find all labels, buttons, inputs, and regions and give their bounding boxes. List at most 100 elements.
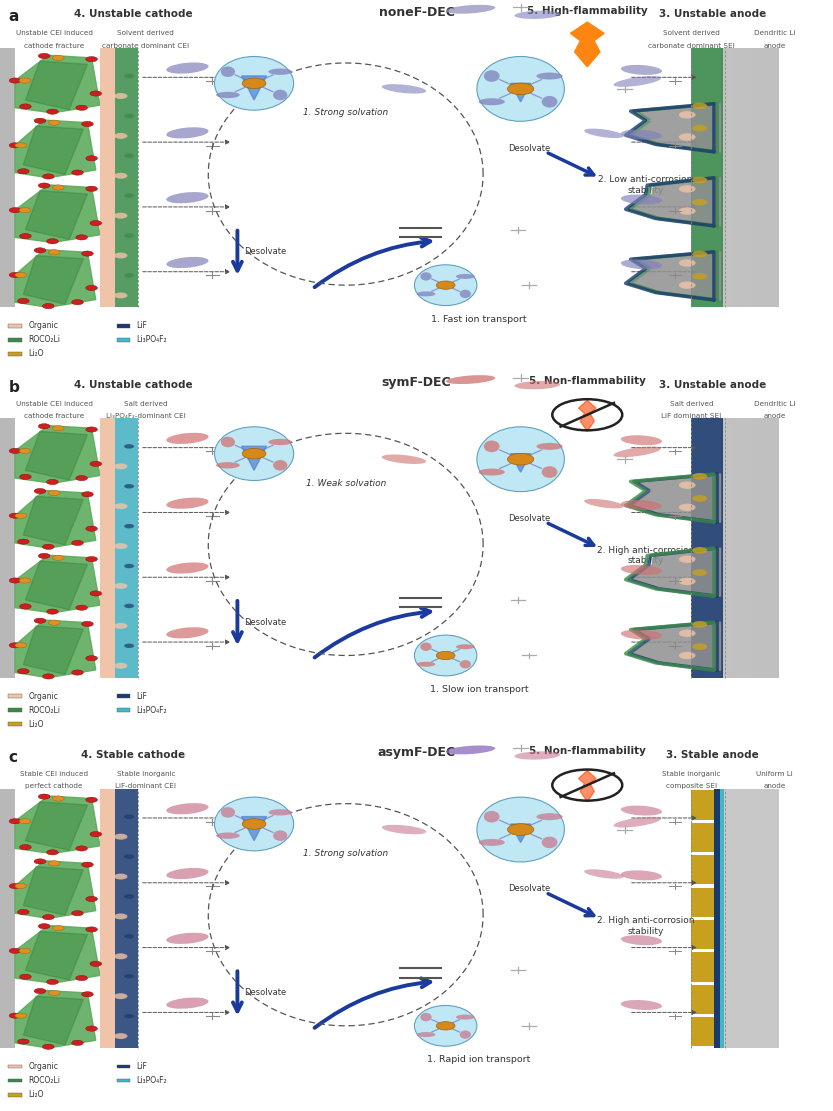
Text: Desolvate: Desolvate <box>508 884 550 893</box>
Circle shape <box>9 1013 21 1018</box>
Text: carbonate dominant CEI: carbonate dominant CEI <box>102 42 189 49</box>
Text: Dendritic Li: Dendritic Li <box>754 30 796 37</box>
Ellipse shape <box>167 562 208 573</box>
Text: Salt derived: Salt derived <box>124 401 167 407</box>
Polygon shape <box>242 447 267 470</box>
Ellipse shape <box>460 290 471 298</box>
Text: Desolvate: Desolvate <box>508 514 550 523</box>
Text: Li₃PO₄F₂: Li₃PO₄F₂ <box>137 1077 167 1085</box>
Circle shape <box>17 669 29 673</box>
Circle shape <box>38 423 50 429</box>
Circle shape <box>48 120 60 126</box>
Text: ROCO₂Li: ROCO₂Li <box>28 1077 60 1085</box>
Ellipse shape <box>268 809 292 815</box>
Polygon shape <box>571 22 604 67</box>
Circle shape <box>86 286 97 291</box>
Circle shape <box>679 186 696 192</box>
Text: Dendritic Li: Dendritic Li <box>754 401 796 407</box>
Text: LiF: LiF <box>137 321 147 330</box>
Circle shape <box>124 854 134 859</box>
Bar <box>741 419 751 678</box>
Ellipse shape <box>215 798 293 851</box>
Circle shape <box>82 251 93 257</box>
Circle shape <box>242 78 266 89</box>
Text: 1. Strong solvation: 1. Strong solvation <box>303 109 388 118</box>
Text: anode: anode <box>764 42 786 49</box>
Circle shape <box>86 187 97 191</box>
Circle shape <box>114 833 127 840</box>
Circle shape <box>114 252 127 259</box>
Text: 1. Strong solvation: 1. Strong solvation <box>303 849 388 858</box>
Circle shape <box>679 281 696 289</box>
Circle shape <box>124 814 134 819</box>
Circle shape <box>15 513 27 518</box>
Ellipse shape <box>484 811 500 822</box>
Bar <box>8 338 22 342</box>
Circle shape <box>9 883 21 889</box>
Circle shape <box>90 461 102 467</box>
Circle shape <box>82 862 93 868</box>
Text: 1. Fast ion transport: 1. Fast ion transport <box>431 314 526 323</box>
Text: Desolvate: Desolvate <box>244 618 287 627</box>
Text: 1. Slow ion transport: 1. Slow ion transport <box>430 685 528 694</box>
Polygon shape <box>15 426 100 483</box>
Polygon shape <box>15 250 96 308</box>
Circle shape <box>72 911 83 915</box>
Ellipse shape <box>446 376 496 384</box>
Polygon shape <box>25 802 87 850</box>
Circle shape <box>114 292 127 299</box>
Polygon shape <box>15 861 96 919</box>
Bar <box>100 789 115 1048</box>
Circle shape <box>86 897 97 902</box>
Text: Desolvate: Desolvate <box>244 988 287 997</box>
Bar <box>0 789 15 1048</box>
Bar <box>8 352 22 356</box>
Ellipse shape <box>621 870 662 880</box>
Circle shape <box>15 272 27 278</box>
Circle shape <box>114 953 127 959</box>
Bar <box>721 419 779 678</box>
Circle shape <box>692 621 707 628</box>
Circle shape <box>692 251 707 258</box>
Circle shape <box>692 496 707 502</box>
Text: Salt derived: Salt derived <box>670 401 713 407</box>
Circle shape <box>48 250 60 254</box>
Text: Solvent derived: Solvent derived <box>117 30 174 37</box>
Circle shape <box>114 913 127 920</box>
Bar <box>691 920 716 949</box>
Polygon shape <box>15 620 96 678</box>
Circle shape <box>52 184 64 190</box>
Bar <box>100 419 115 678</box>
Circle shape <box>90 220 102 226</box>
Ellipse shape <box>167 933 208 944</box>
Text: ROCO₂Li: ROCO₂Li <box>28 705 60 714</box>
Polygon shape <box>15 556 100 613</box>
Text: cathode fracture: cathode fracture <box>24 413 84 419</box>
Polygon shape <box>15 56 100 113</box>
Ellipse shape <box>167 128 208 139</box>
Ellipse shape <box>216 92 240 98</box>
Ellipse shape <box>273 90 287 100</box>
Bar <box>100 48 115 308</box>
Circle shape <box>86 655 97 661</box>
Text: ROCO₂Li: ROCO₂Li <box>28 336 60 344</box>
Ellipse shape <box>415 264 476 306</box>
Polygon shape <box>15 184 100 242</box>
Bar <box>8 1079 22 1082</box>
Bar <box>751 419 761 678</box>
Ellipse shape <box>167 803 208 814</box>
Ellipse shape <box>479 98 505 106</box>
Ellipse shape <box>215 427 293 480</box>
Bar <box>731 48 741 308</box>
Bar <box>115 48 138 308</box>
Circle shape <box>47 239 58 244</box>
Circle shape <box>124 153 134 158</box>
Circle shape <box>679 652 696 659</box>
Polygon shape <box>25 191 87 239</box>
Text: Li₂O: Li₂O <box>28 1090 44 1099</box>
Ellipse shape <box>621 64 662 74</box>
Circle shape <box>19 949 31 953</box>
Polygon shape <box>25 431 87 480</box>
Bar <box>714 789 722 1048</box>
Ellipse shape <box>584 129 624 138</box>
